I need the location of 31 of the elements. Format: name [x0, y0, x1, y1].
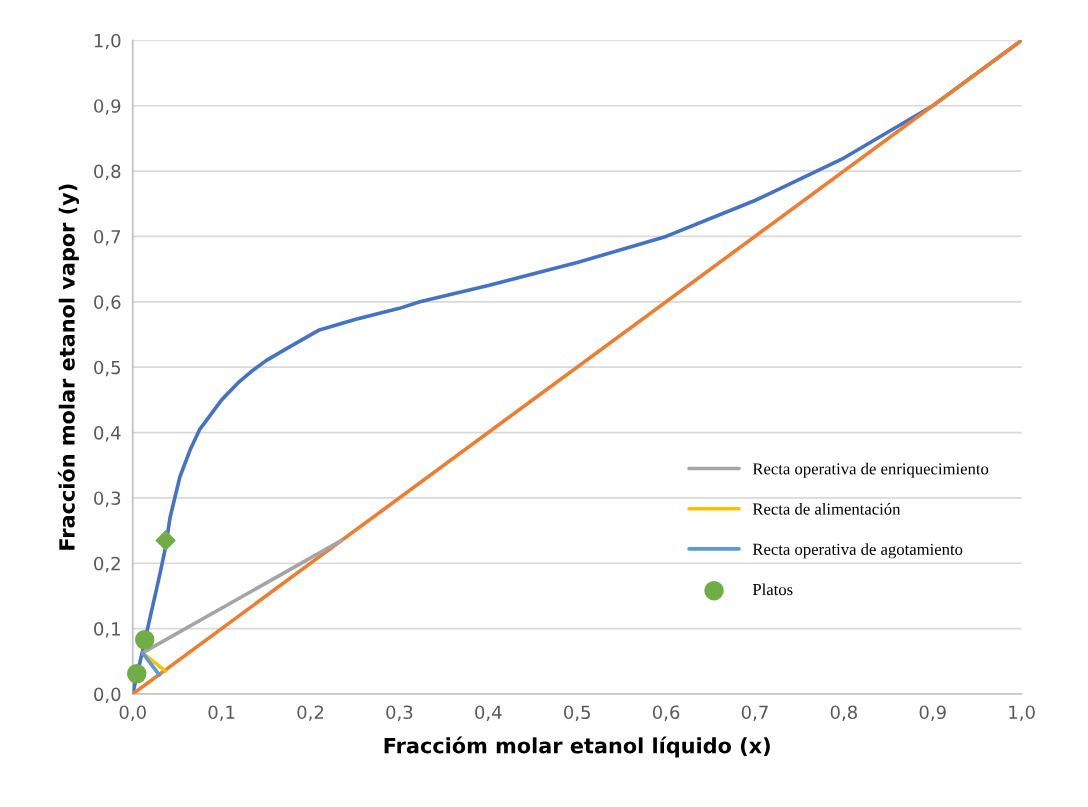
- x-tick-label: 0,6: [652, 705, 680, 721]
- x-tick-label: 0,7: [741, 705, 768, 721]
- point: [134, 630, 155, 650]
- y-tick-label: 0,9: [94, 99, 121, 115]
- x-tick-label: 0,4: [475, 705, 502, 721]
- legend-label: Recta de alimentación: [752, 502, 901, 515]
- x-tick-label: 0,5: [564, 705, 590, 721]
- y-tick-label: 0,6: [94, 295, 121, 311]
- y-tick-label: 0,3: [94, 491, 121, 507]
- y-tick-label: 0,2: [94, 556, 120, 573]
- x-tick-label: 1,0: [1009, 705, 1035, 721]
- x-axis-title: Fracciόm molar etanol líquido (x): [384, 736, 770, 758]
- legend-label: Recta operativa de enriquecimiento: [752, 462, 989, 478]
- x-tick-label: 0,1: [208, 705, 235, 721]
- point: [126, 664, 147, 684]
- legend-label: Recta operativa de agotamiento: [752, 543, 963, 559]
- y-tick-label: 1,0: [94, 33, 121, 50]
- point: [155, 530, 176, 551]
- x-tick-label: 0,8: [830, 705, 857, 721]
- y-tick-label: 0,5: [94, 360, 121, 377]
- y-tick-label: 0,0: [94, 687, 121, 703]
- y-tick-label: 0,8: [94, 164, 121, 181]
- y-axis-title: Fracción molar etanol vapor (y): [57, 184, 80, 550]
- x-tick-label: 0,3: [386, 705, 413, 721]
- y-tick-label: 0,4: [94, 426, 121, 442]
- legend-label: Platos: [752, 583, 793, 596]
- y-tick-label: 0,1: [94, 622, 120, 638]
- x-tick-label: 0,0: [119, 705, 146, 721]
- y-tick-label: 0,7: [94, 229, 121, 246]
- x-tick-label: 0,9: [919, 705, 946, 721]
- x-tick-label: 0,2: [297, 705, 324, 721]
